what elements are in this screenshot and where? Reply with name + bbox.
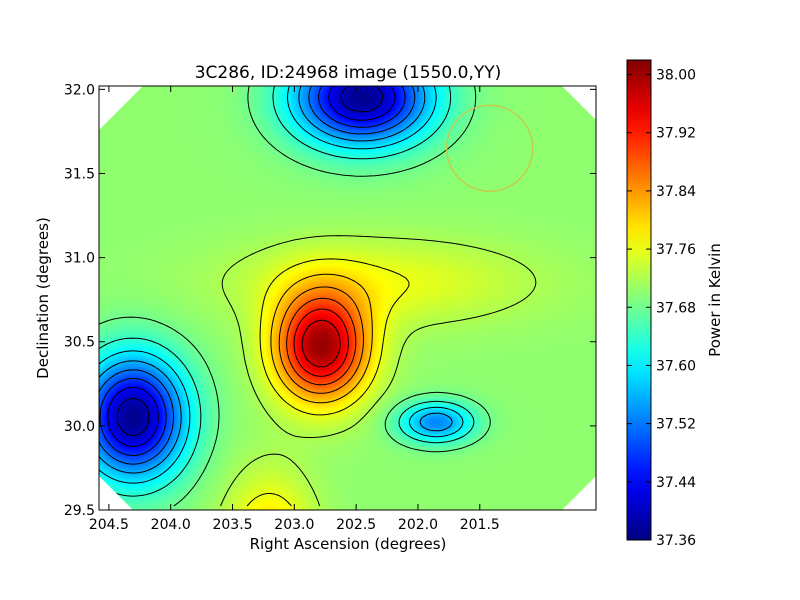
y-tick-label: 30.5: [64, 335, 95, 351]
contour-lines: [99, 86, 537, 507]
colorbar-tick-label: 37.68: [656, 300, 696, 316]
colorbar-tick-label: 37.76: [656, 242, 696, 258]
beam-circle: [445, 104, 534, 192]
y-tick-label: 30.0: [64, 419, 95, 435]
chart-title: 3C286, ID:24968 image (1550.0,YY): [195, 63, 502, 83]
colorbar-tick-label: 37.84: [656, 184, 696, 200]
contour-line-10: [270, 273, 373, 404]
contour-line-12: [286, 297, 357, 386]
contour-line-2: [99, 86, 406, 456]
contour-line-11: [278, 286, 364, 394]
colorbar-tick-label: 37.60: [656, 358, 696, 374]
x-tick-label: 202.0: [398, 517, 438, 533]
contour-line-5: [99, 86, 464, 484]
contour-line-4: [99, 86, 453, 474]
y-tick-label: 32.0: [64, 82, 95, 98]
contour-line-13: [293, 308, 349, 377]
colorbar-tick-label: 37.52: [656, 417, 696, 433]
contour-line-8: [220, 235, 537, 507]
x-tick-label: 203.5: [212, 517, 252, 533]
colorbar: 37.36 37.44 37.52 37.60 37.68 37.76 37.84 37.92…: [626, 59, 724, 549]
contour-line-14: [301, 319, 341, 368]
contour-line-9: [246, 258, 410, 507]
x-axis-ticks: 204.5 204.0 203.5 203.0 202.5 202.0 201.5: [89, 86, 500, 533]
colorbar-gradient: [626, 59, 652, 541]
contour-line-7: [99, 86, 491, 507]
colorbar-tick-label: 38.00: [656, 68, 696, 84]
colorbar-label: Power in Kelvin: [706, 243, 724, 357]
x-tick-label: 204.5: [89, 517, 129, 533]
y-axis-label: Declination (degrees): [34, 217, 52, 379]
contour-line-0: [116, 86, 384, 436]
colorbar-tick-label: 37.44: [656, 475, 696, 491]
y-tick-label: 29.5: [64, 503, 95, 519]
contour-line-1: [107, 86, 396, 447]
x-tick-label: 203.0: [274, 517, 314, 533]
x-tick-label: 202.5: [336, 517, 376, 533]
plot-area: 204.5 204.0 203.5 203.0 202.5 202.0 201.5 29.5…: [64, 82, 597, 533]
colorbar-ticks: 37.36 37.44 37.52 37.60 37.68 37.76 37.84 37.92…: [627, 68, 696, 549]
y-axis-ticks: 29.5 30.0 30.5 31.0 31.5 32.0: [64, 82, 596, 519]
y-tick-label: 31.5: [64, 166, 95, 182]
contour-line-3: [99, 86, 416, 465]
x-axis-label: Right Ascension (degrees): [250, 535, 447, 553]
colorbar-tick-label: 37.92: [656, 126, 696, 142]
heatmap-image: [99, 86, 596, 510]
contour-line-6: [99, 86, 475, 497]
x-tick-label: 201.5: [460, 517, 500, 533]
y-tick-label: 31.0: [64, 251, 95, 267]
plot-frame: [98, 85, 597, 511]
colorbar-tick-label: 37.36: [656, 533, 696, 549]
x-tick-label: 204.0: [151, 517, 191, 533]
